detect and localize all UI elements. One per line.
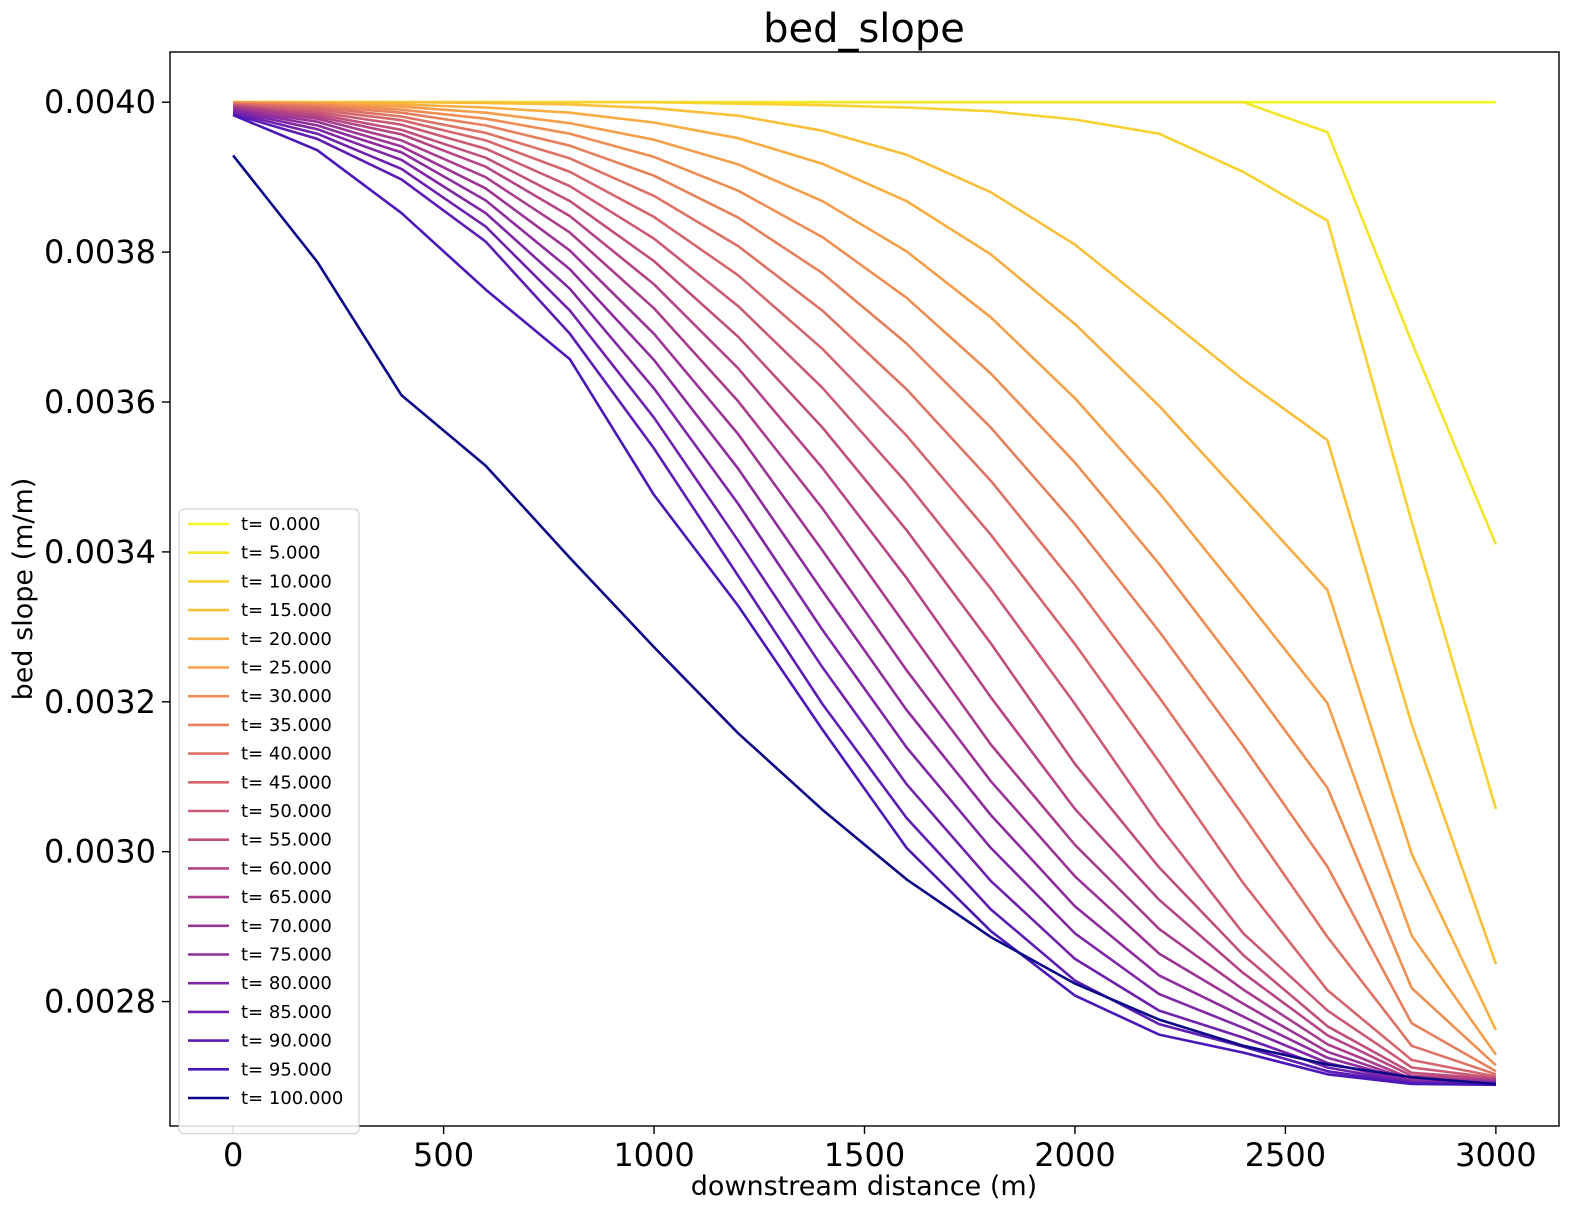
x-tick-label: 500 xyxy=(413,1136,474,1174)
series-line-18 xyxy=(232,112,1496,1086)
series-line-12 xyxy=(232,105,1496,1081)
legend-label-6: t= 30.000 xyxy=(241,686,332,707)
x-tick-label: 2000 xyxy=(1034,1136,1115,1174)
series-line-16 xyxy=(232,109,1496,1084)
x-tick-label: 1500 xyxy=(824,1136,905,1174)
legend-label-5: t= 25.000 xyxy=(241,658,332,679)
series-line-15 xyxy=(232,108,1496,1084)
x-tick-label: 0 xyxy=(223,1136,243,1174)
series-line-6 xyxy=(233,101,1497,1067)
series-line-8 xyxy=(233,102,1497,1076)
legend-label-11: t= 55.000 xyxy=(241,830,332,851)
x-axis: 0 500 1000 1500 2000 2500 3000 xyxy=(223,1126,1537,1174)
series-line-5 xyxy=(233,100,1497,1056)
legend-label-20: t= 100.000 xyxy=(241,1088,343,1109)
legend-label-19: t= 95.000 xyxy=(241,1059,332,1080)
series-line-20 xyxy=(232,154,1497,1086)
y-tick-label: 0.0034 xyxy=(44,533,156,571)
x-axis-label: downstream distance (m) xyxy=(691,1171,1037,1202)
legend-label-17: t= 85.000 xyxy=(241,1002,332,1023)
legend-label-10: t= 50.000 xyxy=(241,801,332,822)
x-tick-label: 1000 xyxy=(613,1136,694,1174)
legend-label-16: t= 80.000 xyxy=(241,973,332,994)
series-line-13 xyxy=(232,106,1496,1082)
series-line-7 xyxy=(233,102,1497,1073)
x-tick-label: 3000 xyxy=(1455,1136,1536,1174)
legend-label-0: t= 0.000 xyxy=(241,514,320,535)
series-line-17 xyxy=(232,111,1496,1085)
chart-title: bed_slope xyxy=(763,6,965,52)
y-tick-label: 0.0032 xyxy=(44,683,156,721)
y-tick-label: 0.0028 xyxy=(44,983,156,1021)
series-line-11 xyxy=(232,104,1496,1081)
x-tick-label: 2500 xyxy=(1245,1136,1326,1174)
y-tick-label: 0.0036 xyxy=(44,383,156,421)
legend-label-13: t= 65.000 xyxy=(241,887,332,908)
plot-area xyxy=(232,100,1498,1087)
legend-label-3: t= 15.000 xyxy=(241,600,332,621)
legend-label-12: t= 60.000 xyxy=(241,858,332,879)
y-tick-label: 0.0030 xyxy=(44,833,156,871)
legend-label-7: t= 35.000 xyxy=(241,715,332,736)
series-line-4 xyxy=(233,100,1498,1031)
y-axis-label: bed slope (m/m) xyxy=(8,478,39,701)
y-tick-label: 0.0040 xyxy=(44,83,156,121)
legend-label-18: t= 90.000 xyxy=(241,1031,332,1052)
legend[interactable]: t= 0.000 t= 5.000 t= 10.000 t= 15.000 t= 20.… xyxy=(178,508,360,1135)
series-line-3 xyxy=(233,100,1498,965)
legend-label-1: t= 5.000 xyxy=(241,543,320,564)
y-tick-label: 0.0038 xyxy=(44,233,156,271)
series-line-9 xyxy=(233,103,1497,1078)
series-line-14 xyxy=(232,107,1496,1083)
legend-label-14: t= 70.000 xyxy=(241,916,332,937)
legend-label-15: t= 75.000 xyxy=(241,945,332,966)
legend-label-2: t= 10.000 xyxy=(241,571,332,592)
series-line-10 xyxy=(232,103,1497,1080)
legend-label-9: t= 45.000 xyxy=(241,772,332,793)
legend-box xyxy=(178,508,360,1135)
y-axis: 0.0028 0.0030 0.0032 0.0034 0.0036 0.0038 0.00… xyxy=(44,83,170,1021)
legend-label-8: t= 40.000 xyxy=(241,744,332,765)
legend-label-4: t= 20.000 xyxy=(241,629,332,650)
series-line-19 xyxy=(232,113,1496,1087)
